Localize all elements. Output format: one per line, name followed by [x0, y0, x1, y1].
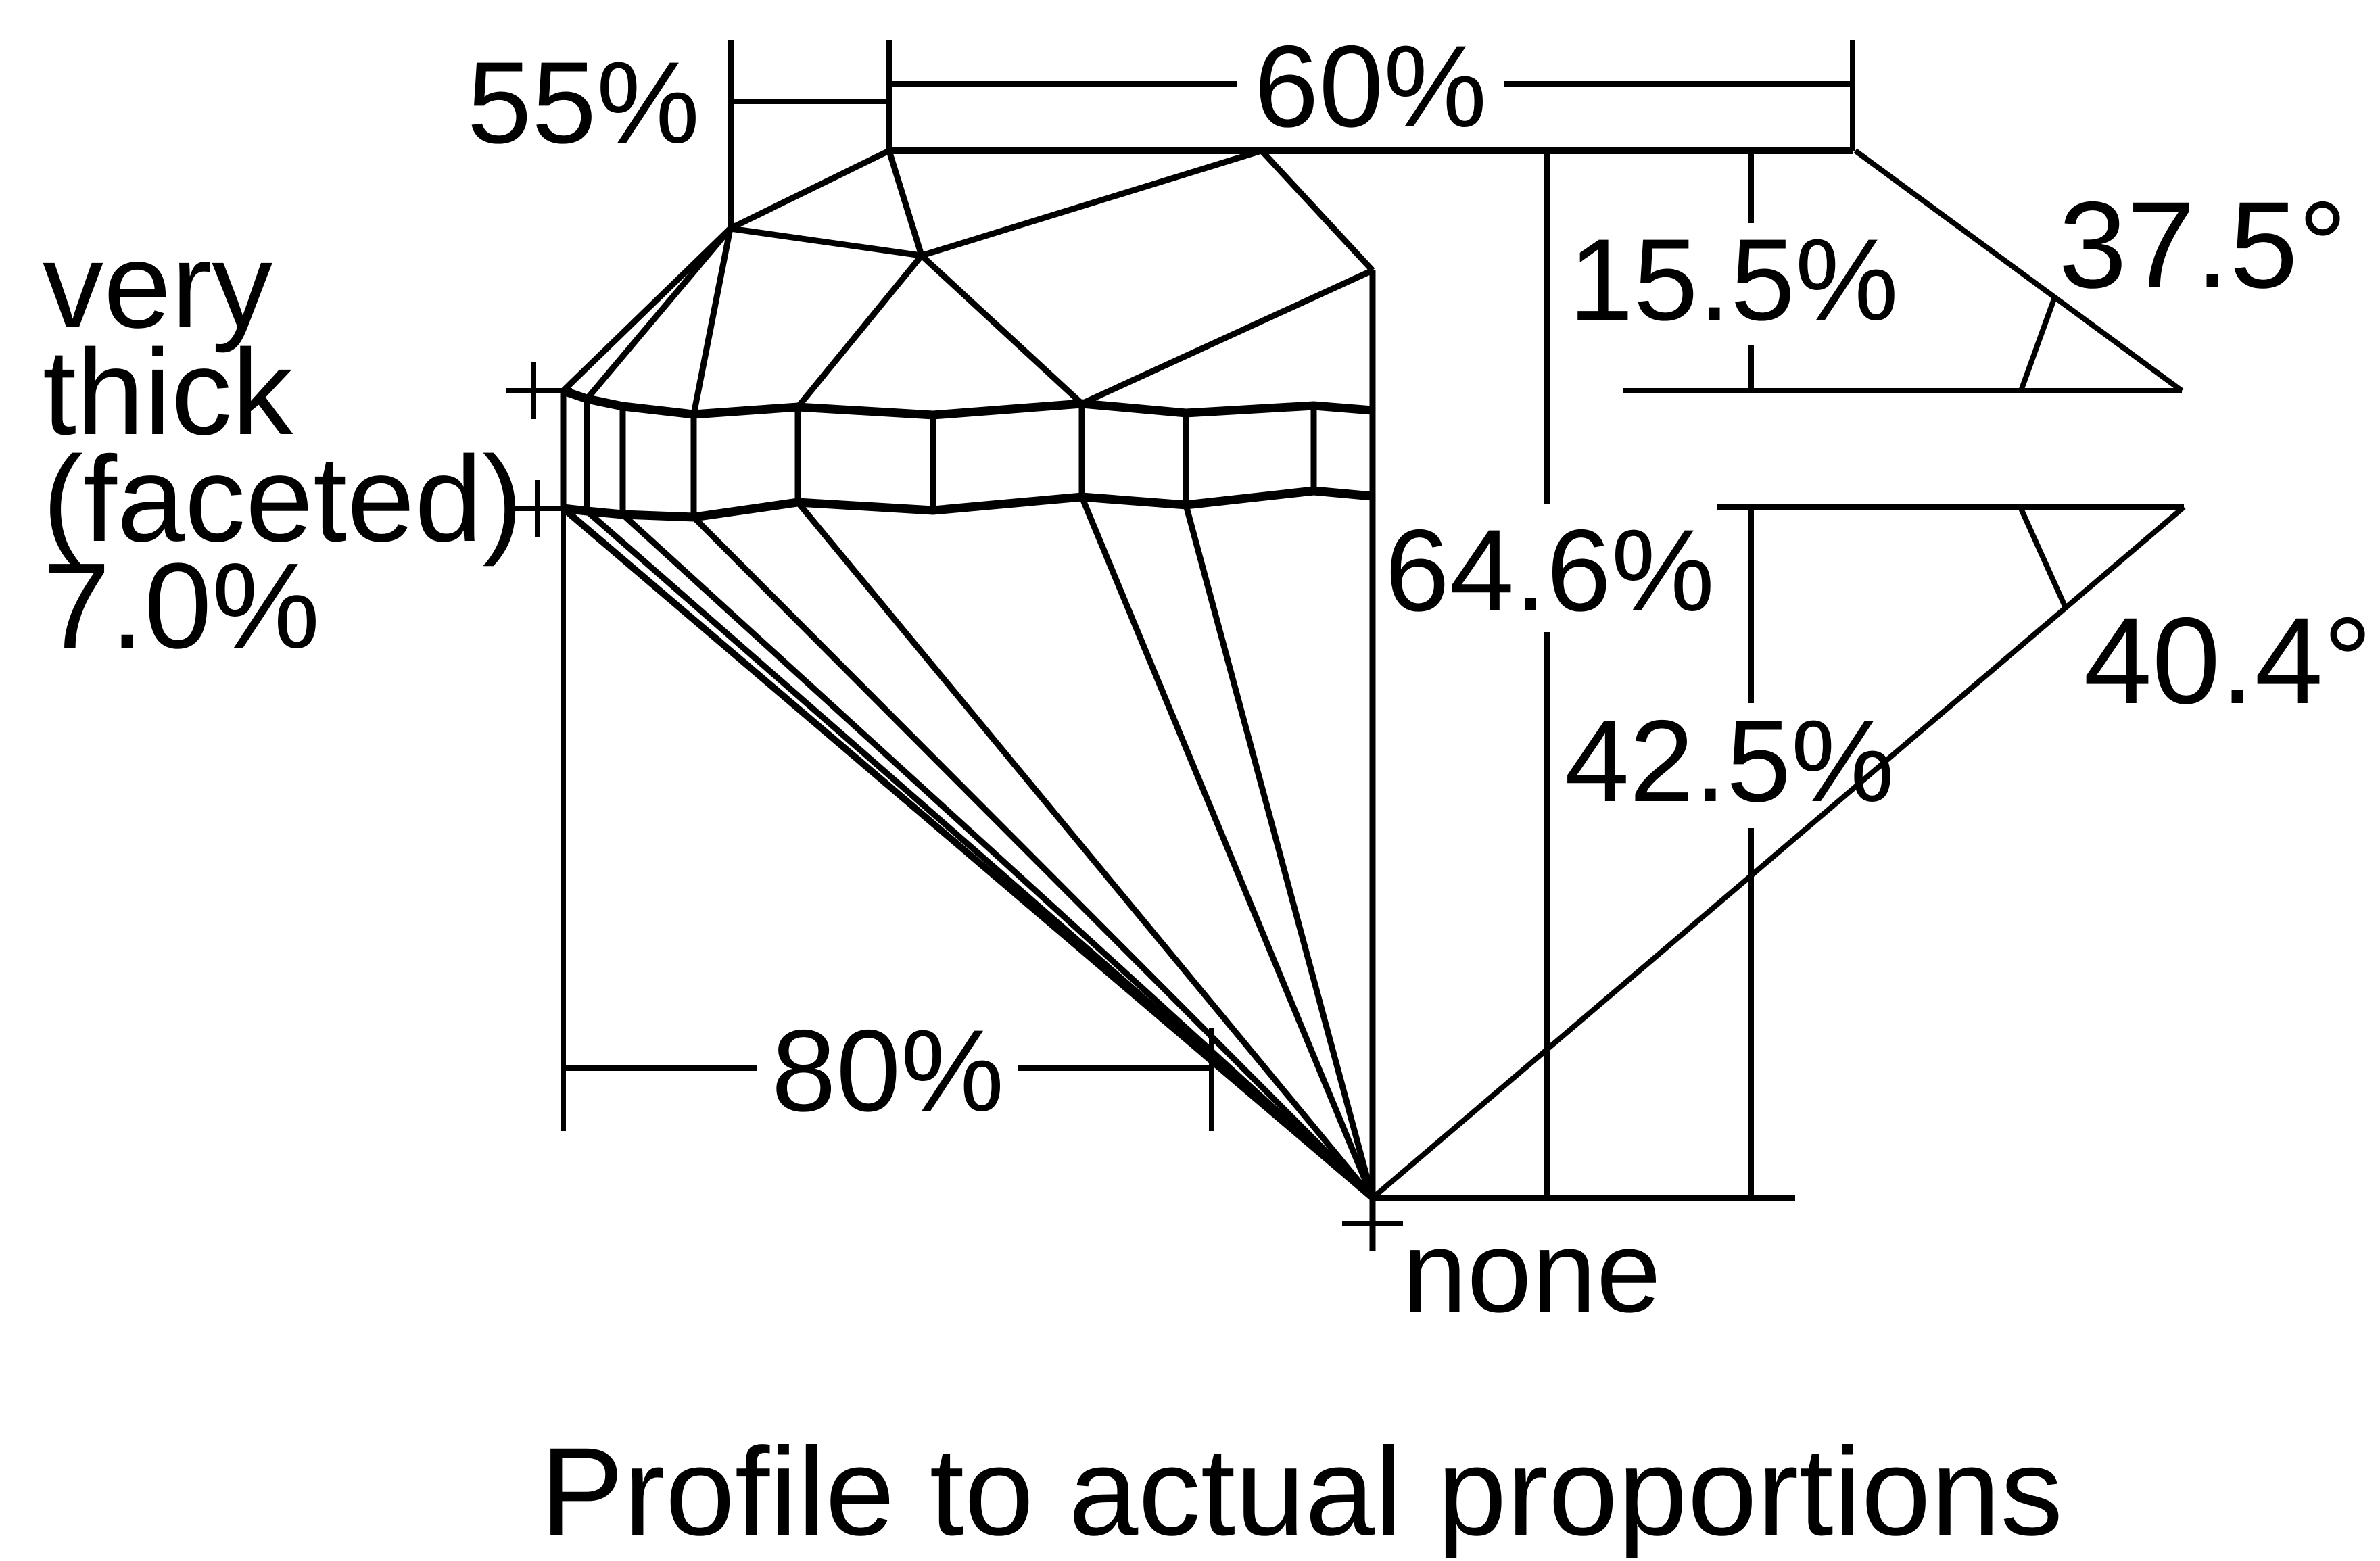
facet-line: [919, 253, 1085, 406]
facet-line: [795, 254, 924, 409]
crown-angle-arc: [2018, 297, 2057, 392]
pavilion-angle-label: 40.4°: [2083, 592, 2372, 729]
crown-bezel-slope: [1853, 148, 2184, 393]
crown-angle-label: 37.5°: [2058, 176, 2347, 314]
girdle-bottom-edge: [563, 486, 1373, 522]
table-size-label: 60%: [1254, 22, 1487, 151]
diagram-title: Profile to actual proportions: [540, 1422, 2063, 1558]
facet-line: [690, 228, 734, 415]
dimension-lines: [506, 40, 1855, 1226]
facet-line: [886, 149, 925, 257]
girdle-label-line3: (faceted): [43, 431, 523, 567]
pavilion-main-slope: [1371, 504, 2186, 1201]
facet-line: [920, 147, 1263, 259]
girdle-label-line4: 7.0%: [43, 538, 320, 674]
measurement-labels: 55% 60% 15.5% 37.5° 64.6% 42.5% 40.4° 80…: [467, 22, 2373, 1337]
girdle-band: [560, 386, 1373, 522]
pavilion-facet-lines: [561, 496, 1376, 1201]
crown-height-label: 15.5%: [1569, 215, 1899, 345]
pavilion-angle-arc: [2018, 506, 2068, 609]
facet-line: [1259, 148, 1375, 273]
facet-line: [691, 514, 1375, 1201]
crown-silhouette-lower: [561, 226, 733, 393]
crown-silhouette-upper: [729, 147, 890, 232]
lower-girdle-label: 80%: [771, 1006, 1004, 1136]
crown-angle-illustration: [1623, 148, 2184, 393]
girdle-label-line2: thick: [43, 325, 293, 460]
facet-line: [620, 512, 1375, 1201]
girdle-label-line1: very: [43, 218, 272, 354]
girdle-facet-divisions: [560, 391, 1317, 517]
facet-line: [585, 508, 1375, 1201]
star-length-label: 55%: [467, 38, 700, 168]
facet-line: [1080, 267, 1374, 407]
girdle-description-label: very thick (faceted) 7.0%: [43, 218, 523, 674]
facet-line: [730, 225, 922, 259]
crown-facet-lines: [561, 147, 1375, 415]
pavilion-angle-illustration: [1371, 504, 2186, 1201]
facet-line: [795, 500, 1375, 1200]
culet-label: none: [1402, 1207, 1661, 1337]
facet-line: [1078, 496, 1376, 1199]
facet-line: [584, 226, 733, 401]
total-depth-label: 64.6%: [1385, 506, 1715, 635]
girdle-top-edge: [561, 386, 1373, 420]
facet-line: [1183, 504, 1376, 1199]
pavilion-depth-label: 42.5%: [1565, 696, 1895, 826]
